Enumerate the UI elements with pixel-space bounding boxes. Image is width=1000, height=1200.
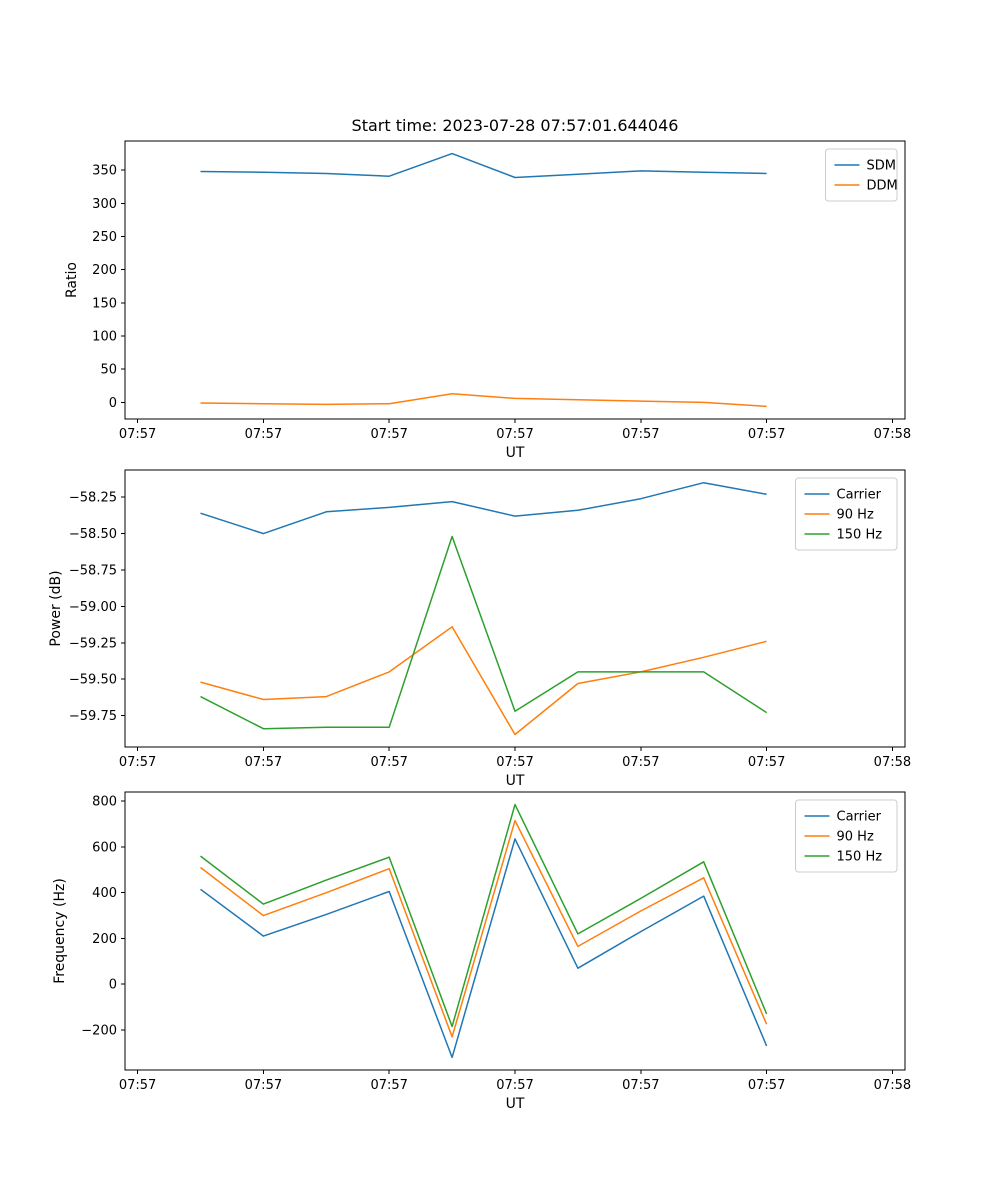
y-tick-label: 350 xyxy=(92,164,117,179)
series-line-90-hz xyxy=(200,819,768,1038)
plot-border xyxy=(124,791,906,1071)
x-tick-label: 07:57 xyxy=(370,755,407,770)
y-tick-label: −59.00 xyxy=(69,600,117,615)
legend-box xyxy=(825,148,898,202)
x-tick-label: 07:57 xyxy=(119,1078,156,1093)
x-axis-label: UT xyxy=(506,445,525,461)
plot-border xyxy=(124,140,906,420)
x-tick-label: 07:57 xyxy=(748,427,785,442)
x-axis-label: UT xyxy=(506,1096,525,1112)
y-tick-label: 400 xyxy=(92,886,117,901)
x-tick-label: 07:57 xyxy=(119,755,156,770)
legend-label: SDM xyxy=(867,159,896,174)
x-tick-label: 07:57 xyxy=(496,755,533,770)
y-tick-label: 800 xyxy=(92,795,117,810)
y-tick-label: 600 xyxy=(92,840,117,855)
x-tick-label: 07:57 xyxy=(622,1078,659,1093)
x-tick-label: 07:57 xyxy=(622,755,659,770)
legend-box xyxy=(795,477,898,551)
legend-label: 90 Hz xyxy=(837,830,874,845)
y-tick-label: 200 xyxy=(92,263,117,278)
subplot-power: −59.75 −59.50 −59.25 −59.00 −58.75 −58.50 −58.… xyxy=(48,469,911,789)
y-tick-label: 300 xyxy=(92,197,117,212)
y-tick-label: 100 xyxy=(92,330,117,345)
y-tick-label: 250 xyxy=(92,230,117,245)
x-tick-label: 07:58 xyxy=(874,755,911,770)
series-line-carrier xyxy=(200,481,767,535)
y-axis-label: Frequency (Hz) xyxy=(52,878,68,984)
y-tick-label: −59.75 xyxy=(69,709,117,724)
subplot-frequency: −200 0 200 400 600 800 07:57 07:57 07:57 07:57 07:… xyxy=(52,791,911,1112)
x-tick-label: 07:57 xyxy=(496,427,533,442)
plot-border xyxy=(124,469,906,748)
legend: SDM DDM xyxy=(825,148,898,202)
x-tick-label: 07:57 xyxy=(370,1078,407,1093)
y-tick-label: −58.75 xyxy=(69,563,117,578)
x-tick-label: 07:58 xyxy=(874,427,911,442)
legend-label: Carrier xyxy=(837,488,882,503)
y-tick-label: 0 xyxy=(109,396,117,411)
y-axis-label: Ratio xyxy=(64,262,80,298)
x-tick-label: 07:57 xyxy=(119,427,156,442)
legend-label: 150 Hz xyxy=(837,528,883,543)
x-tick-label: 07:57 xyxy=(245,755,282,770)
x-tick-label: 07:58 xyxy=(874,1078,911,1093)
y-tick-label: 150 xyxy=(92,296,117,311)
y-tick-label: −59.50 xyxy=(69,673,117,688)
x-tick-label: 07:57 xyxy=(748,1078,785,1093)
x-tick-label: 07:57 xyxy=(245,1078,282,1093)
chart-title: Start time: 2023-07-28 07:57:01.644046 xyxy=(351,116,679,135)
series-line-carrier xyxy=(200,838,768,1059)
legend-box xyxy=(795,799,898,873)
legend-label: 150 Hz xyxy=(837,850,883,865)
y-axis-label: Power (dB) xyxy=(48,570,64,646)
x-tick-label: 07:57 xyxy=(748,755,785,770)
subplot-ratio: 0 50 100 150 200 250 300 350 07:57 07:57 07:57 07:5… xyxy=(64,140,911,461)
x-tick-label: 07:57 xyxy=(496,1078,533,1093)
x-tick-label: 07:57 xyxy=(370,427,407,442)
legend-label: 90 Hz xyxy=(837,508,874,523)
y-tick-label: 50 xyxy=(100,363,117,378)
series-line-ddm xyxy=(200,393,767,408)
legend-label: Carrier xyxy=(837,810,882,825)
series-line-sdm xyxy=(200,152,767,179)
series-line-90-hz xyxy=(200,626,767,736)
series-line-150-hz xyxy=(200,535,768,730)
y-tick-label: −58.50 xyxy=(69,527,117,542)
x-axis-label: UT xyxy=(506,773,525,789)
y-tick-label: −200 xyxy=(81,1023,117,1038)
y-tick-label: 0 xyxy=(109,978,117,993)
y-tick-label: 200 xyxy=(92,932,117,947)
x-tick-label: 07:57 xyxy=(622,427,659,442)
legend: Carrier 90 Hz 150 Hz xyxy=(795,477,898,551)
legend-label: DDM xyxy=(867,179,898,194)
series-line-150-hz xyxy=(200,803,768,1028)
legend: Carrier 90 Hz 150 Hz xyxy=(795,799,898,873)
x-tick-label: 07:57 xyxy=(245,427,282,442)
y-tick-label: −58.25 xyxy=(69,491,117,506)
y-tick-label: −59.25 xyxy=(69,636,117,651)
